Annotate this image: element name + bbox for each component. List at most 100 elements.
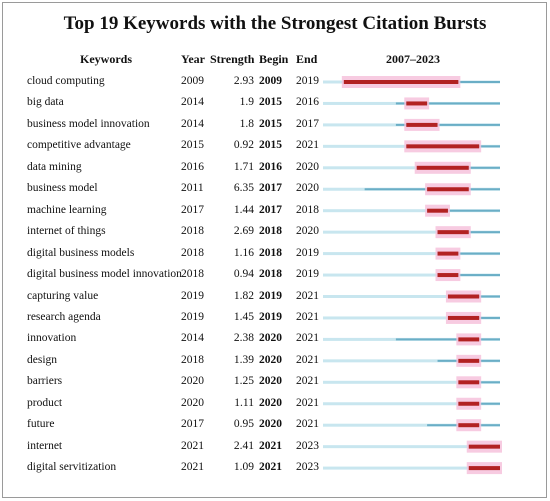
year-cell: 2014	[181, 117, 204, 130]
begin-cell: 2017	[259, 203, 282, 216]
table-row: capturing value 2019 1.82 2019 2021	[0, 288, 550, 308]
timeline-base	[323, 402, 500, 406]
presence-line	[395, 102, 500, 105]
year-cell: 2021	[181, 461, 204, 474]
keyword-cell: barriers	[27, 375, 63, 388]
year-cell: 2009	[181, 75, 204, 87]
table-row: big data 2014 1.9 2015 2016	[0, 94, 550, 114]
table-row: research agenda 2019 1.45 2019 2021	[0, 309, 550, 329]
year-cell: 2021	[181, 439, 204, 452]
presence-line	[437, 252, 500, 255]
timeline-base	[323, 316, 500, 320]
end-cell: 2021	[296, 332, 319, 345]
timeline-base	[323, 252, 500, 256]
burst-bar	[343, 80, 459, 84]
header-end: End	[296, 52, 318, 66]
timeline-base	[323, 295, 500, 298]
begin-cell: 2020	[259, 353, 282, 366]
table-row: innovation 2014 2.38 2020 2021	[0, 330, 550, 350]
burst-bar	[406, 122, 438, 127]
year-cell: 2014	[181, 96, 204, 109]
strength-cell: 1.8	[239, 117, 254, 130]
begin-cell: 2009	[259, 75, 282, 87]
end-cell: 2021	[296, 396, 319, 409]
table-row: digital business model innovation 2018 0.9…	[0, 266, 550, 286]
table-row: future 2017 0.95 2020 2021	[0, 416, 550, 436]
end-cell: 2020	[296, 182, 319, 195]
end-cell: 2023	[296, 439, 319, 452]
begin-cell: 2020	[259, 418, 282, 431]
timeline-base	[323, 423, 500, 427]
strength-cell: 1.71	[233, 160, 254, 173]
table-row: machine learning 2017 1.44 2017 2018	[0, 202, 550, 222]
burst-bar	[437, 273, 459, 278]
strength-cell: 2.93	[233, 75, 254, 87]
header-year: Year	[181, 52, 205, 66]
chart-title: Top 19 Keywords with the Strongest Citat…	[63, 13, 487, 34]
timeline-base	[323, 273, 500, 277]
end-cell: 2020	[296, 225, 319, 238]
burst-bar	[427, 187, 469, 192]
end-cell: 2023	[296, 461, 319, 474]
year-cell: 2017	[181, 418, 204, 431]
strength-cell: 1.82	[233, 289, 254, 302]
keyword-cell: digital business models	[27, 246, 135, 259]
end-cell: 2021	[296, 289, 319, 302]
strength-cell: 1.09	[233, 461, 254, 474]
keyword-cell: research agenda	[27, 310, 101, 323]
keyword-cell: digital business model innovation	[27, 268, 182, 281]
keyword-cell: product	[27, 396, 63, 409]
end-cell: 2018	[296, 203, 319, 216]
begin-cell: 2021	[259, 461, 282, 474]
presence-line	[427, 209, 500, 212]
begin-cell: 2018	[259, 225, 282, 238]
begin-cell: 2018	[259, 246, 282, 259]
strength-cell: 2.41	[233, 439, 254, 452]
strength-cell: 1.11	[234, 396, 254, 409]
burst-bar	[447, 294, 480, 299]
strength-cell: 1.9	[239, 96, 254, 109]
keyword-cell: design	[27, 353, 58, 366]
timeline-base	[323, 209, 500, 213]
year-cell: 2019	[181, 289, 204, 302]
end-cell: 2021	[296, 353, 319, 366]
year-cell: 2014	[181, 332, 204, 345]
strength-cell: 0.95	[233, 418, 254, 431]
burst-bar	[468, 444, 500, 449]
keyword-cell: big data	[27, 96, 64, 109]
keyword-cell: machine learning	[27, 203, 107, 216]
end-cell: 2021	[296, 375, 319, 388]
table-row: data mining 2016 1.71 2016 2020	[0, 159, 550, 179]
presence-line	[395, 123, 500, 126]
strength-cell: 0.94	[233, 268, 254, 281]
keyword-cell: business model innovation	[27, 117, 150, 130]
keyword-cell: capturing value	[27, 289, 99, 302]
strength-cell: 2.38	[233, 332, 254, 345]
burst-bar	[406, 144, 480, 149]
timeline-base	[323, 380, 500, 384]
begin-cell: 2015	[259, 96, 282, 109]
header-strength: Strength	[210, 52, 255, 66]
header-range: 2007–2023	[386, 52, 440, 66]
burst-bar	[458, 337, 480, 342]
keyword-cell: data mining	[27, 160, 82, 173]
burst-bar	[427, 208, 448, 213]
strength-cell: 0.92	[233, 139, 254, 152]
timeline-base	[323, 230, 500, 234]
strength-cell: 1.45	[233, 310, 254, 323]
keyword-cell: internet of things	[27, 225, 106, 238]
year-cell: 2016	[181, 160, 204, 173]
burst-bar	[447, 315, 480, 320]
burst-bar	[468, 466, 500, 471]
presence-line	[437, 274, 500, 277]
timeline-base	[323, 166, 500, 170]
table-row: internet of things 2018 2.69 2018 2020	[0, 223, 550, 243]
timeline-base	[323, 359, 500, 363]
keyword-cell: competitive advantage	[27, 139, 131, 152]
end-cell: 2019	[296, 246, 319, 259]
year-cell: 2018	[181, 225, 204, 238]
year-cell: 2015	[181, 139, 204, 152]
year-cell: 2020	[181, 396, 204, 409]
table-row: business model 2011 6.35 2017 2020	[0, 180, 550, 200]
